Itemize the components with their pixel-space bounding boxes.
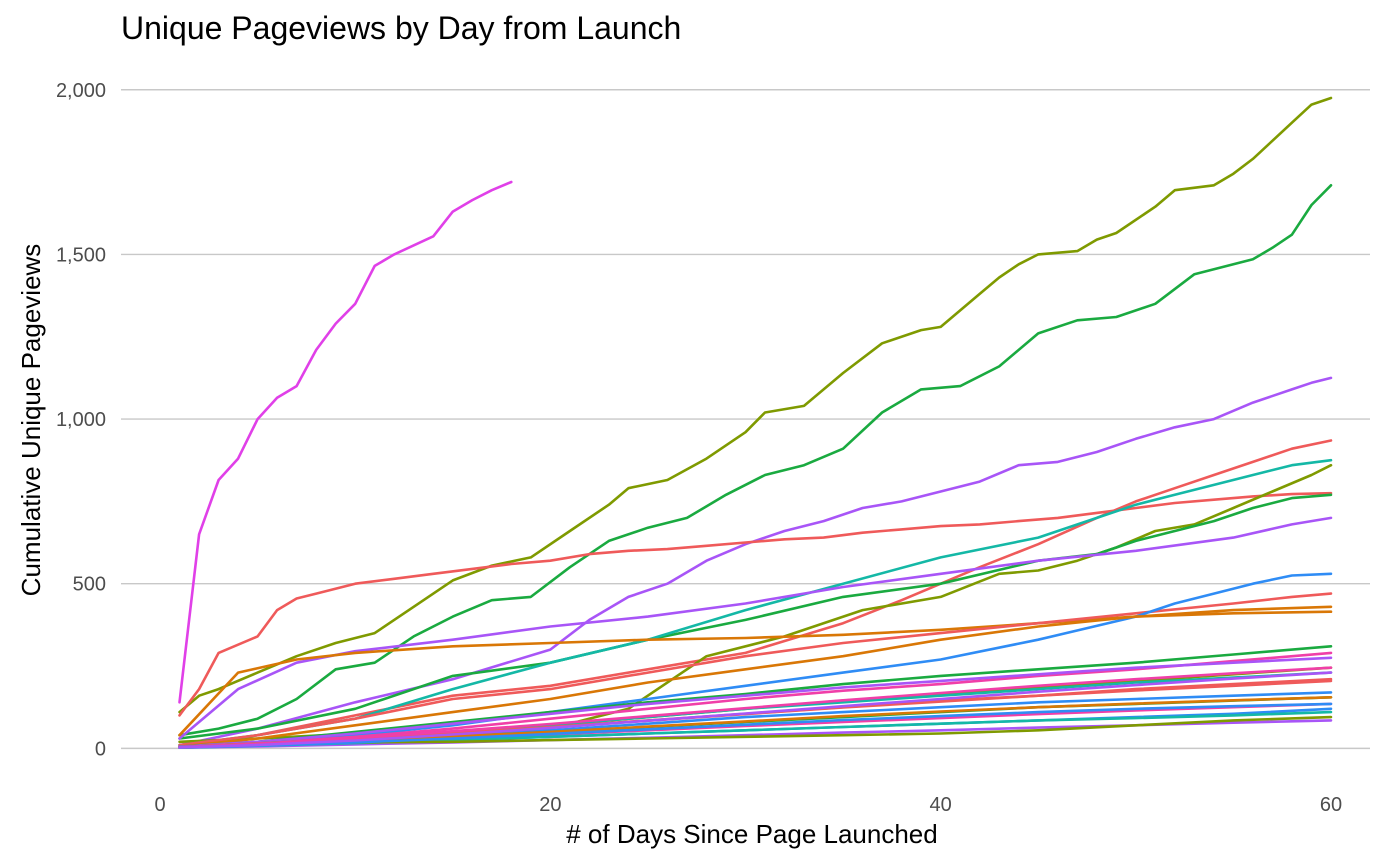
x-tick-label: 40: [930, 794, 952, 816]
y-tick-label: 0: [95, 738, 106, 760]
series-line: [178, 516, 1333, 740]
series-line: [178, 458, 1333, 747]
x-axis-title: # of Days Since Page Launched: [566, 819, 937, 849]
x-tick-label: 0: [154, 794, 165, 816]
series-line: [178, 702, 1333, 750]
series-line: [178, 572, 1333, 749]
series-lines: [178, 96, 1333, 750]
series-line: [178, 184, 1333, 737]
gridlines: [121, 89, 1370, 750]
y-tick-label: 1,500: [56, 244, 106, 266]
series-line: [178, 493, 1333, 740]
series-line: [178, 439, 1333, 749]
y-tick-label: 2,000: [56, 80, 106, 102]
series-line: [178, 180, 513, 704]
series-line: [178, 644, 1333, 749]
series-line: [178, 592, 1333, 747]
y-axis-ticks: 0 500 1,000 1,500 2,000: [56, 80, 106, 761]
series-line: [178, 656, 1333, 749]
y-tick-label: 1,000: [56, 409, 106, 431]
series-line: [178, 376, 1333, 747]
series-line: [178, 666, 1333, 749]
y-tick-label: 500: [73, 574, 106, 596]
series-line: [178, 463, 1333, 744]
x-tick-label: 60: [1320, 794, 1342, 816]
series-line: [178, 96, 1333, 714]
chart-title: Unique Pageviews by Day from Launch: [121, 10, 681, 46]
series-line: [178, 671, 1333, 749]
x-axis-ticks: 0 20 40 60: [154, 794, 1342, 816]
y-axis-title: Cumulative Unique Pageviews: [16, 244, 46, 597]
series-line: [178, 610, 1333, 749]
x-tick-label: 20: [539, 794, 561, 816]
